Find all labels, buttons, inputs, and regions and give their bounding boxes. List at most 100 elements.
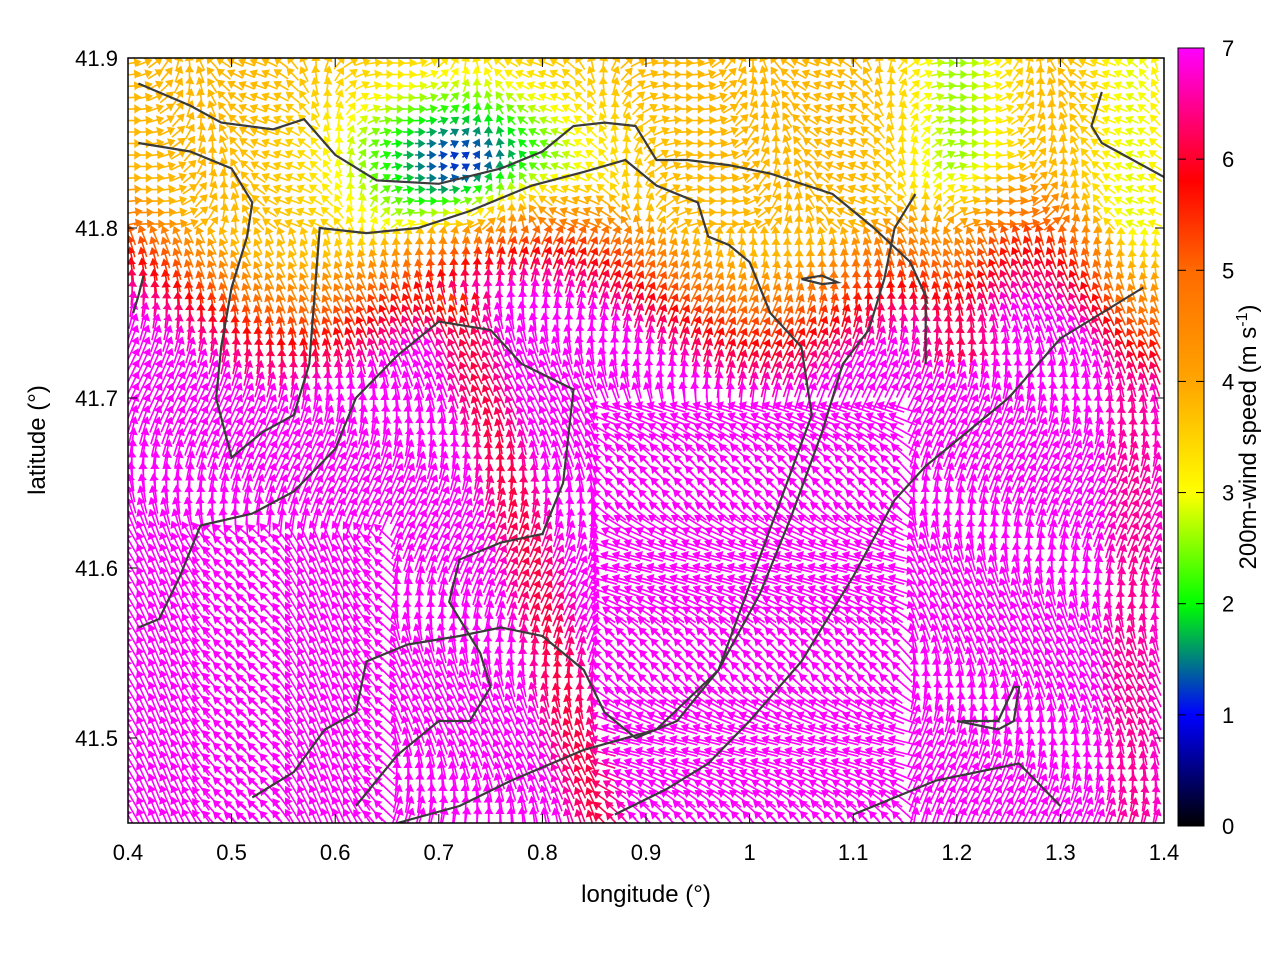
wind-arrow bbox=[1113, 92, 1128, 102]
wind-arrow bbox=[160, 67, 173, 82]
wind-arrow bbox=[333, 205, 344, 219]
wind-arrow bbox=[458, 326, 472, 351]
wind-arrow bbox=[285, 103, 300, 115]
wind-arrow bbox=[621, 169, 631, 186]
wind-arrow bbox=[249, 126, 267, 136]
wind-arrow bbox=[1101, 81, 1117, 90]
wind-arrow bbox=[208, 168, 218, 186]
wind-arrow bbox=[1089, 69, 1106, 79]
wind-arrow bbox=[884, 183, 898, 196]
wind-arrow bbox=[1045, 246, 1057, 270]
wind-arrow bbox=[930, 69, 945, 79]
wind-arrow bbox=[734, 126, 750, 138]
wind-arrow bbox=[836, 184, 853, 194]
wind-arrow bbox=[802, 115, 818, 126]
wind-arrow bbox=[1113, 184, 1128, 194]
wind-arrow bbox=[573, 138, 587, 148]
wind-arrow bbox=[528, 545, 542, 569]
wind-arrow bbox=[885, 171, 897, 185]
wind-arrow bbox=[472, 138, 481, 148]
wind-arrow bbox=[1102, 195, 1116, 206]
wind-arrow bbox=[437, 104, 449, 114]
wind-arrow bbox=[665, 184, 681, 195]
wind-arrow bbox=[158, 161, 176, 171]
wind-arrow bbox=[518, 161, 528, 172]
wind-arrow bbox=[1091, 160, 1105, 172]
wind-arrow bbox=[503, 58, 519, 68]
wind-arrow bbox=[461, 139, 470, 149]
wind-arrow bbox=[272, 195, 290, 205]
wind-arrow bbox=[953, 161, 968, 171]
wind-arrow bbox=[1136, 138, 1151, 148]
wind-arrow bbox=[942, 139, 956, 148]
wind-arrow bbox=[1022, 125, 1036, 138]
wind-arrow bbox=[953, 138, 968, 149]
wind-arrow bbox=[919, 92, 933, 102]
wind-arrow bbox=[1058, 89, 1069, 105]
wind-arrow bbox=[345, 102, 356, 116]
wind-arrow bbox=[610, 134, 620, 151]
wind-arrow bbox=[158, 184, 176, 194]
wind-arrow bbox=[369, 205, 379, 219]
wind-arrow bbox=[710, 115, 728, 125]
wind-arrow bbox=[596, 183, 610, 195]
wind-arrow bbox=[208, 192, 218, 209]
wind-arrow bbox=[182, 184, 198, 195]
wind-arrow bbox=[782, 145, 792, 163]
wind-arrow bbox=[285, 126, 301, 137]
wind-arrow bbox=[598, 136, 609, 151]
wind-arrow bbox=[493, 58, 507, 69]
wind-arrow bbox=[1011, 246, 1023, 270]
wind-arrow bbox=[507, 149, 517, 160]
wind-arrow bbox=[953, 150, 968, 160]
wind-arrow bbox=[1034, 246, 1046, 270]
wind-arrow bbox=[561, 115, 576, 125]
wind-arrow bbox=[1136, 184, 1151, 194]
wind-arrow bbox=[930, 58, 945, 68]
wind-arrow bbox=[250, 172, 266, 183]
wind-arrow bbox=[771, 192, 782, 209]
wind-arrow bbox=[471, 196, 484, 206]
wind-arrow bbox=[238, 80, 255, 90]
wind-arrow bbox=[965, 69, 980, 80]
wind-arrow bbox=[897, 157, 907, 174]
wind-arrow bbox=[449, 185, 461, 195]
wind-arrow bbox=[251, 205, 265, 219]
wind-arrow bbox=[538, 116, 553, 125]
wind-arrow bbox=[1058, 122, 1068, 140]
wind-arrow bbox=[770, 88, 780, 106]
wind-arrow bbox=[920, 114, 932, 126]
wind-arrow bbox=[871, 184, 887, 195]
wind-arrow bbox=[472, 185, 483, 194]
wind-arrow bbox=[791, 91, 807, 103]
wind-arrow bbox=[507, 126, 516, 137]
wind-arrow bbox=[976, 127, 992, 137]
wind-arrow bbox=[1113, 127, 1128, 137]
wind-arrow bbox=[836, 80, 853, 91]
wind-arrow bbox=[527, 116, 541, 125]
wind-arrow bbox=[484, 183, 493, 195]
wind-arrow bbox=[758, 182, 772, 196]
wind-arrow bbox=[403, 161, 415, 172]
wind-arrow bbox=[987, 92, 1003, 102]
wind-arrow bbox=[171, 125, 186, 138]
wind-arrow bbox=[426, 150, 437, 160]
wind-arrow bbox=[847, 172, 865, 182]
wind-arrow bbox=[518, 139, 528, 148]
wind-arrow bbox=[885, 135, 896, 151]
wind-arrow bbox=[736, 89, 748, 105]
wind-arrow bbox=[654, 160, 669, 172]
wind-arrow bbox=[537, 81, 553, 90]
wind-arrow bbox=[824, 149, 842, 159]
wind-arrow bbox=[424, 92, 439, 102]
wind-arrow bbox=[1149, 126, 1162, 138]
wind-arrow bbox=[586, 65, 596, 83]
wind-arrow bbox=[745, 207, 762, 217]
wind-arrow bbox=[356, 115, 369, 126]
wind-arrow bbox=[710, 80, 728, 91]
wind-arrow bbox=[610, 76, 621, 94]
wind-arrow bbox=[825, 207, 841, 218]
wind-arrow bbox=[736, 327, 748, 350]
wind-arrow bbox=[802, 137, 818, 150]
wind-arrow bbox=[836, 92, 853, 102]
